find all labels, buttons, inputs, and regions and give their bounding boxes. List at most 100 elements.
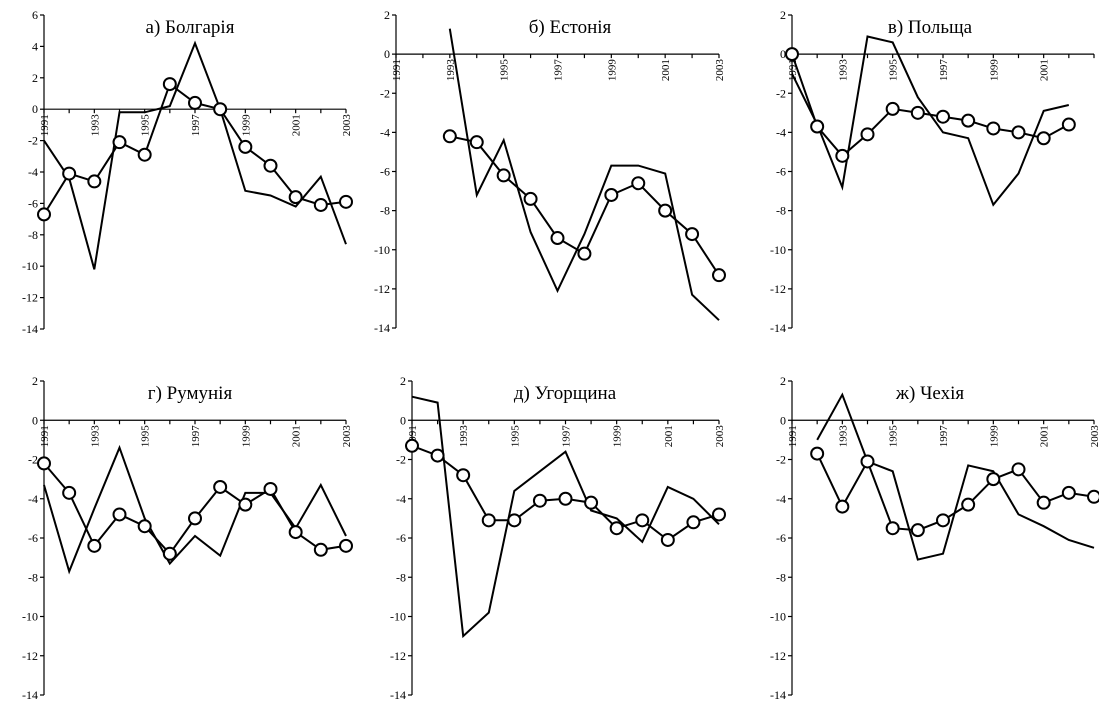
romania-data-point <box>339 538 353 553</box>
romania-plain-series-line <box>43 444 347 575</box>
estonia-data-point <box>442 129 457 144</box>
czechia-data-point <box>1011 462 1026 477</box>
y-tick-label: -14 <box>374 321 390 335</box>
chart-title: а) Болгарія <box>146 17 235 38</box>
y-tick-label: -12 <box>390 649 406 663</box>
y-tick-label: 0 <box>780 413 786 427</box>
x-tick-label: 1995 <box>499 59 511 82</box>
x-tick-label: 1997 <box>938 425 950 448</box>
poland-data-point <box>810 119 825 134</box>
y-tick-label: -8 <box>28 228 38 242</box>
y-tick-label: -14 <box>770 321 786 335</box>
y-tick-label: 0 <box>32 413 38 427</box>
poland-data-point <box>785 47 799 62</box>
bulgaria-data-point <box>238 139 253 154</box>
estonia-data-point <box>685 227 700 242</box>
hungary-data-point <box>660 532 675 547</box>
estonia-data-point <box>469 135 484 150</box>
estonia-data-point <box>631 176 646 191</box>
y-tick-label: -8 <box>776 204 786 218</box>
y-tick-label: -6 <box>776 531 786 545</box>
czechia-data-point <box>961 497 976 512</box>
x-tick-label: 1999 <box>240 425 252 448</box>
chart-title: д) Угорщина <box>514 383 617 404</box>
romania-data-point <box>87 538 102 553</box>
czechia-data-point <box>860 454 875 469</box>
x-tick-label: 2003 <box>1089 425 1099 448</box>
y-tick-label: -10 <box>770 243 786 257</box>
poland-data-point <box>860 127 875 142</box>
chart-romania: г) Румунія 2 0 -2 -4 -6 -8 -10 -12 -14 1991 1993 199… <box>22 374 353 702</box>
czechia-data-point <box>936 513 950 528</box>
y-tick-label: -2 <box>380 86 390 100</box>
x-tick-label: 2001 <box>1039 59 1051 81</box>
poland-data-point <box>910 105 925 120</box>
x-tick-label: 1997 <box>938 59 950 82</box>
y-tick-label: -12 <box>770 649 786 663</box>
x-tick-label: 1997 <box>561 425 573 448</box>
bulgaria-data-point <box>37 207 51 222</box>
bulgaria-data-point <box>213 102 228 117</box>
y-tick-label: 2 <box>400 374 406 388</box>
y-tick-label: -2 <box>28 134 38 148</box>
y-tick-label: -6 <box>396 531 406 545</box>
bulgaria-data-point <box>162 77 177 92</box>
hungary-data-point <box>430 448 445 463</box>
x-tick-label: 1999 <box>606 59 618 82</box>
y-tick-label: -6 <box>380 165 390 179</box>
hungary-data-point <box>712 507 726 522</box>
romania-data-point <box>288 525 303 540</box>
y-tick-label: -4 <box>776 492 786 506</box>
y-tick-label: 2 <box>384 8 390 22</box>
x-tick-label: 1993 <box>89 114 101 137</box>
chart-title: г) Румунія <box>148 383 233 404</box>
poland-data-point <box>961 113 976 128</box>
y-tick-label: -8 <box>396 570 406 584</box>
x-tick-label: 1999 <box>988 59 1000 82</box>
x-tick-label: 1995 <box>140 425 152 448</box>
x-tick-label: 1995 <box>888 425 900 448</box>
x-tick-label: 2003 <box>714 425 726 448</box>
hungary-data-point <box>481 513 496 528</box>
y-tick-label: -12 <box>22 291 38 305</box>
romania-data-point <box>263 481 278 496</box>
x-tick-label: 2001 <box>663 425 675 447</box>
romania-circle-series-line <box>43 462 347 556</box>
poland-data-point <box>986 121 1001 136</box>
bulgaria-data-point <box>339 194 353 209</box>
y-tick-label: -8 <box>380 204 390 218</box>
czechia-circle-series-line <box>816 453 1095 532</box>
hungary-plain-series-line <box>411 395 720 639</box>
x-tick-label: 2003 <box>341 114 353 137</box>
x-tick-label: 1993 <box>837 59 849 82</box>
chart-title: ж) Чехія <box>895 383 965 404</box>
y-tick-label: 0 <box>780 47 786 61</box>
y-tick-label: 2 <box>780 8 786 22</box>
hungary-data-point <box>532 493 547 508</box>
x-tick-label: 1993 <box>458 425 470 448</box>
y-tick-label: -12 <box>374 282 390 296</box>
poland-data-point <box>885 101 900 116</box>
y-tick-label: -14 <box>770 688 786 702</box>
x-tick-label: 2001 <box>1039 425 1051 447</box>
czechia-data-point <box>1061 485 1076 500</box>
x-tick-label: 1995 <box>140 114 152 137</box>
y-tick-label: -14 <box>22 322 38 336</box>
y-tick-label: -10 <box>390 610 406 624</box>
estonia-data-point <box>712 268 726 283</box>
y-tick-label: -12 <box>770 282 786 296</box>
y-tick-label: -10 <box>770 610 786 624</box>
x-tick-label: 1999 <box>240 114 252 137</box>
czechia-data-point <box>1036 495 1051 510</box>
x-tick-label: 2001 <box>291 114 303 136</box>
hungary-data-point <box>558 491 573 506</box>
x-tick-label: 1995 <box>509 425 521 448</box>
hungary-data-point <box>456 468 471 483</box>
x-tick-label: 1991 <box>391 59 403 81</box>
poland-data-point <box>1061 117 1076 132</box>
y-tick-label: -10 <box>374 243 390 257</box>
poland-data-point <box>1036 131 1051 146</box>
hungary-data-point <box>635 513 650 528</box>
y-tick-label: -4 <box>776 125 786 139</box>
hungary-data-point <box>609 521 624 536</box>
